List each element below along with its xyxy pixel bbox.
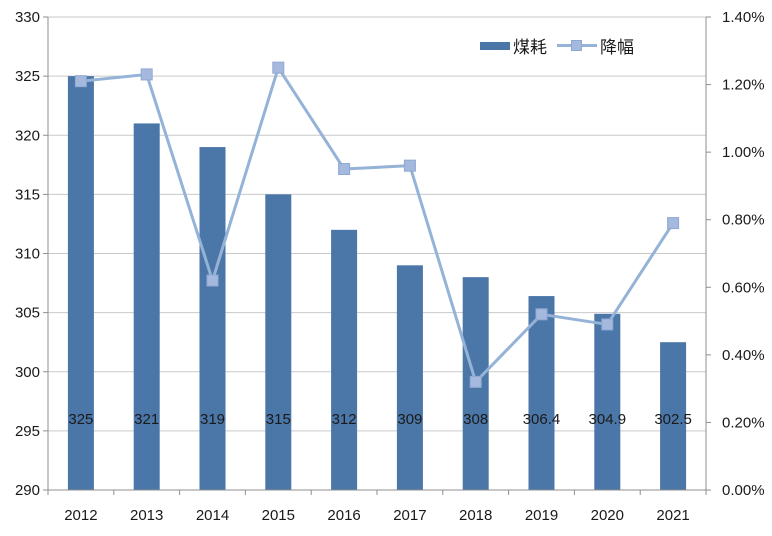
left-axis-tick-label: 310 bbox=[15, 246, 40, 263]
x-axis-category-label: 2014 bbox=[196, 507, 229, 524]
left-axis-tick-label: 320 bbox=[15, 127, 40, 144]
line-marker-2019 bbox=[535, 308, 548, 321]
legend-label-coal-consumption: 煤耗 bbox=[513, 38, 547, 57]
x-axis-category-label: 2016 bbox=[327, 507, 360, 524]
bar-data-label: 315 bbox=[266, 411, 291, 428]
right-axis-tick-label: 0.40% bbox=[722, 347, 765, 364]
bar-series-swatch-icon bbox=[480, 41, 510, 50]
bar-2020 bbox=[594, 313, 621, 490]
bar-2013 bbox=[133, 123, 160, 491]
right-axis-tick-label: 0.20% bbox=[722, 414, 765, 431]
bar-data-label: 306.4 bbox=[523, 411, 561, 428]
left-axis-tick-label: 290 bbox=[15, 482, 40, 499]
line-marker-2012 bbox=[74, 75, 87, 88]
bar-2021 bbox=[660, 342, 687, 490]
x-axis-category-label: 2012 bbox=[64, 507, 97, 524]
left-axis-tick-label: 295 bbox=[15, 423, 40, 440]
line-series-swatch-icon bbox=[557, 40, 597, 51]
bar-2019 bbox=[528, 296, 555, 490]
bar-data-label: 304.9 bbox=[589, 411, 627, 428]
bar-data-label: 308 bbox=[463, 411, 488, 428]
bar-data-label: 309 bbox=[397, 411, 422, 428]
right-axis-tick-label: 0.60% bbox=[722, 279, 765, 296]
line-marker-2020 bbox=[601, 318, 614, 331]
legend-label-decline-rate: 降幅 bbox=[600, 38, 634, 57]
left-axis-tick-label: 325 bbox=[15, 68, 40, 85]
chart-legend: 煤耗 降幅 bbox=[480, 33, 634, 58]
bar-2015 bbox=[265, 194, 292, 490]
left-axis-tick-label: 315 bbox=[15, 186, 40, 203]
line-swatch-marker bbox=[571, 40, 582, 51]
left-axis-tick-label: 330 bbox=[15, 9, 40, 26]
left-axis-tick-label: 300 bbox=[15, 364, 40, 381]
bar-2016 bbox=[331, 229, 358, 490]
bar-data-label: 312 bbox=[332, 411, 357, 428]
right-axis-tick-label: 1.00% bbox=[722, 144, 765, 161]
right-axis-tick-label: 0.80% bbox=[722, 212, 765, 229]
x-axis-category-label: 2013 bbox=[130, 507, 163, 524]
bar-2017 bbox=[396, 265, 423, 490]
x-axis-category-label: 2020 bbox=[591, 507, 624, 524]
right-axis-tick-label: 1.20% bbox=[722, 77, 765, 94]
left-axis-tick-label: 305 bbox=[15, 305, 40, 322]
bar-data-label: 319 bbox=[200, 411, 225, 428]
line-marker-2015 bbox=[272, 61, 285, 74]
line-marker-2021 bbox=[667, 217, 680, 230]
x-axis-category-label: 2017 bbox=[393, 507, 426, 524]
legend-item-coal-consumption: 煤耗 bbox=[480, 33, 547, 58]
x-axis-category-label: 2018 bbox=[459, 507, 492, 524]
x-axis-category-label: 2021 bbox=[656, 507, 689, 524]
x-axis-category-label: 2015 bbox=[262, 507, 295, 524]
bar-data-label: 302.5 bbox=[654, 411, 692, 428]
bar-data-label: 321 bbox=[134, 411, 159, 428]
bar-2014 bbox=[199, 147, 226, 490]
right-axis-tick-label: 1.40% bbox=[722, 9, 765, 26]
line-marker-2014 bbox=[206, 274, 219, 287]
line-marker-2013 bbox=[140, 68, 153, 81]
line-marker-2018 bbox=[469, 375, 482, 388]
x-axis-category-label: 2019 bbox=[525, 507, 558, 524]
bar-2012 bbox=[67, 76, 94, 490]
right-axis-tick-label: 0.00% bbox=[722, 482, 765, 499]
legend-item-decline-rate: 降幅 bbox=[557, 33, 634, 58]
line-marker-2017 bbox=[403, 159, 416, 172]
bar-data-label: 325 bbox=[68, 411, 93, 428]
line-marker-2016 bbox=[338, 163, 351, 176]
decline-rate-line bbox=[80, 66, 675, 384]
